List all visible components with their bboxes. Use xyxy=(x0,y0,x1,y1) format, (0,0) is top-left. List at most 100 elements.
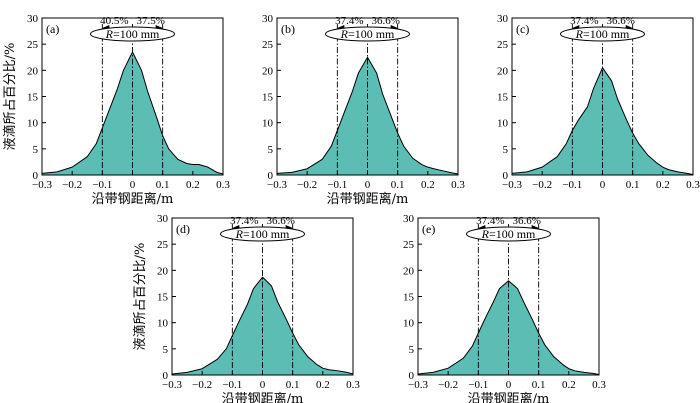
chart-e-xtick-label-1: −0.2 xyxy=(438,379,458,391)
chart-d-xtick-label-6: 0.3 xyxy=(346,379,360,391)
chart-b-ytick-label-2: 10 xyxy=(262,118,274,130)
chart-d-xtick-label-1: −0.2 xyxy=(192,379,212,391)
chart-d-xtick-label-0: −0.3 xyxy=(162,379,182,391)
chart-e-ytick-label-5: 25 xyxy=(403,239,415,251)
chart-a-right-pct: 37.5% xyxy=(137,15,165,27)
chart-a-xtick-label-4: 0.1 xyxy=(156,179,170,191)
chart-d-ytick-label-3: 15 xyxy=(157,292,169,304)
chart-c-panel-label: (c) xyxy=(516,22,529,36)
chart-a-ytick-label-4: 20 xyxy=(27,65,39,77)
chart-c-ytick-label-5: 25 xyxy=(497,39,509,51)
chart-b-ytick-label-3: 15 xyxy=(262,92,274,104)
chart-c-ytick-label-6: 30 xyxy=(497,13,509,25)
chart-a-panel-label: (a) xyxy=(46,22,59,36)
chart-e-xtick-label-3: 0 xyxy=(506,379,512,391)
chart-b-ytick-label-4: 20 xyxy=(262,65,274,77)
chart-d-radius-ellipse xyxy=(220,226,305,242)
chart-d: −0.3 −0.2 −0.1 0 0.1 0.2 0.3 0 5 10 15 20 25 30 (d) 37.… xyxy=(132,213,360,403)
chart-e-right-pct: 36.6% xyxy=(513,215,541,227)
chart-b-ytick-label-0: 0 xyxy=(268,170,274,182)
chart-b-xtick-label-1: −0.2 xyxy=(297,179,317,191)
chart-c-xtick-label-2: −0.1 xyxy=(562,179,582,191)
chart-a-radius-ellipse xyxy=(90,26,175,42)
chart-b-ytick-label-1: 5 xyxy=(268,144,274,156)
chart-b-radius-label: R=100 mm xyxy=(340,27,395,41)
chart-e: −0.3 −0.2 −0.1 0 0.1 0.2 0.3 0 5 10 15 20 25 30 (e) 37.… xyxy=(403,213,606,403)
chart-c: −0.3 −0.2 −0.1 0 0.1 0.2 0.3 0 5 10 15 20 25 30 (c) 37.… xyxy=(497,13,700,191)
chart-a-left-pct: 40.5% xyxy=(100,15,128,27)
chart-d-left-pct: 37.4% xyxy=(230,215,258,227)
chart-c-ytick-label-1: 5 xyxy=(503,144,509,156)
chart-e-ytick-label-2: 10 xyxy=(403,318,415,330)
chart-b-ytick-label-6: 30 xyxy=(262,13,274,25)
chart-a-xtick-label-2: −0.1 xyxy=(92,179,112,191)
chart-c-left-pct: 37.4% xyxy=(570,15,598,27)
chart-e-xtick-label-2: −0.1 xyxy=(468,379,488,391)
chart-d-xlabel: 沿带钢距离/m xyxy=(222,391,304,403)
chart-b-radius-ellipse xyxy=(325,26,410,42)
chart-d-ytick-label-0: 0 xyxy=(163,370,169,382)
chart-d-ytick-label-1: 5 xyxy=(163,344,169,356)
chart-b-panel-label: (b) xyxy=(281,22,295,36)
chart-b-left-pct: 37.4% xyxy=(335,15,363,27)
chart-a-xlabel: 沿带钢距离/m xyxy=(92,191,174,207)
chart-b: −0.3 −0.2 −0.1 0 0.1 0.2 0.3 0 5 10 15 20 25 30 (b) 37.… xyxy=(262,13,465,207)
chart-a-ytick-label-2: 10 xyxy=(27,118,39,130)
chart-a-ytick-label-6: 30 xyxy=(27,13,39,25)
chart-a-ylabel: 液滴所占百分比/% xyxy=(2,43,18,151)
chart-d-ylabel: 液滴所占百分比/% xyxy=(132,243,148,351)
chart-a-xtick-label-1: −0.2 xyxy=(62,179,82,191)
chart-b-xtick-label-3: 0 xyxy=(365,179,371,191)
chart-e-panel-label: (e) xyxy=(422,222,435,236)
chart-b-xtick-label-2: −0.1 xyxy=(327,179,347,191)
chart-b-ytick-label-5: 25 xyxy=(262,39,274,51)
chart-e-xlabel: 沿带钢距离/m xyxy=(468,391,550,403)
chart-d-xtick-label-5: 0.2 xyxy=(316,379,330,391)
chart-a-radius-label: R=100 mm xyxy=(105,27,160,41)
chart-a-xtick-label-6: 0.3 xyxy=(216,179,230,191)
chart-d-area xyxy=(171,276,354,376)
chart-c-ytick-label-0: 0 xyxy=(503,170,509,182)
chart-d-ytick-label-5: 25 xyxy=(157,239,169,251)
chart-d-ytick-label-4: 20 xyxy=(157,265,169,277)
chart-d-ytick-label-6: 30 xyxy=(157,213,169,225)
chart-d-right-pct: 36.6% xyxy=(267,215,295,227)
chart-e-left-pct: 37.4% xyxy=(476,215,504,227)
chart-c-xtick-label-1: −0.2 xyxy=(532,179,552,191)
chart-c-xtick-label-0: −0.3 xyxy=(502,179,522,191)
chart-b-xlabel: 沿带钢距离/m xyxy=(327,191,409,207)
chart-b-right-pct: 36.6% xyxy=(372,15,400,27)
chart-e-ytick-label-4: 20 xyxy=(403,265,415,277)
chart-e-ytick-label-3: 15 xyxy=(403,292,415,304)
chart-a-ytick-label-0: 0 xyxy=(33,170,39,182)
chart-c-xtick-label-4: 0.1 xyxy=(626,179,640,191)
chart-d-xtick-label-3: 0 xyxy=(260,379,266,391)
chart-c-xtick-label-5: 0.2 xyxy=(656,179,670,191)
chart-a-xtick-label-0: −0.3 xyxy=(32,179,52,191)
chart-a-xtick-label-3: 0 xyxy=(130,179,136,191)
chart-e-xtick-label-6: 0.3 xyxy=(592,379,606,391)
chart-e-xtick-label-0: −0.3 xyxy=(408,379,428,391)
chart-b-xtick-label-0: −0.3 xyxy=(267,179,287,191)
chart-a-ytick-label-5: 25 xyxy=(27,39,39,51)
chart-d-panel-label: (d) xyxy=(176,222,190,236)
chart-e-ytick-label-6: 30 xyxy=(403,213,415,225)
chart-c-ytick-label-3: 15 xyxy=(497,92,509,104)
chart-b-xtick-label-5: 0.2 xyxy=(421,179,435,191)
chart-c-ytick-label-4: 20 xyxy=(497,65,509,77)
chart-a: −0.3 −0.2 −0.1 0 0.1 0.2 0.3 0 5 10 15 20 25 30 (a) 40.… xyxy=(2,13,230,207)
chart-c-radius-label: R=100 mm xyxy=(575,27,630,41)
chart-a-xtick-label-5: 0.2 xyxy=(186,179,200,191)
chart-d-xtick-label-4: 0.1 xyxy=(286,379,300,391)
chart-d-xtick-label-2: −0.1 xyxy=(222,379,242,391)
chart-c-xtick-label-6: 0.3 xyxy=(686,179,700,191)
chart-c-ytick-label-2: 10 xyxy=(497,118,509,130)
chart-b-xtick-label-6: 0.3 xyxy=(451,179,465,191)
chart-a-ytick-label-1: 5 xyxy=(33,144,39,156)
chart-e-xtick-label-4: 0.1 xyxy=(532,379,546,391)
chart-b-xtick-label-4: 0.1 xyxy=(391,179,405,191)
chart-c-radius-ellipse xyxy=(560,26,645,42)
chart-e-ytick-label-0: 0 xyxy=(409,370,415,382)
chart-e-xtick-label-5: 0.2 xyxy=(562,379,576,391)
